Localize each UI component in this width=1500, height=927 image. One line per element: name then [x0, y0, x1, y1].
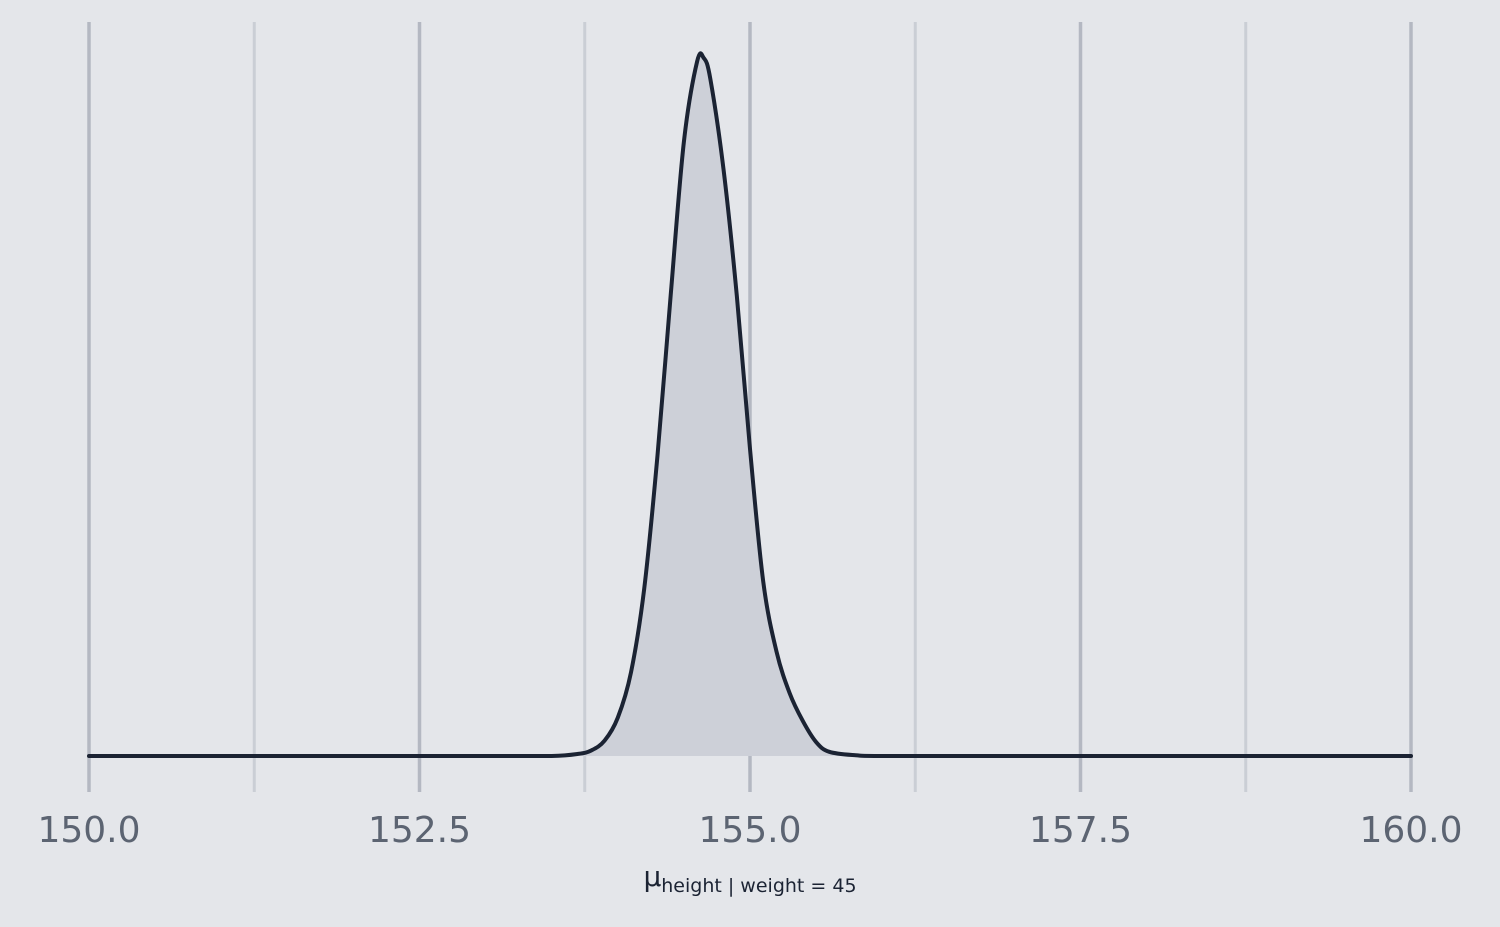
x-tick-label: 160.0	[1359, 810, 1462, 851]
x-axis-label-main: μ	[643, 860, 661, 893]
x-tick-label: 157.5	[1029, 810, 1132, 851]
x-tick-label: 150.0	[37, 810, 140, 851]
x-tick-label: 152.5	[368, 810, 471, 851]
grid-lines	[87, 22, 1413, 792]
x-axis-label-sub: height | weight = 45	[661, 875, 856, 897]
x-axis-label: μheight | weight = 45	[643, 860, 856, 897]
x-tick-label: 155.0	[698, 810, 801, 851]
density-area	[89, 53, 1411, 756]
density-line	[87, 51, 1413, 759]
x-axis-ticks: 150.0 152.5 155.0 157.5 160.0	[37, 810, 1462, 851]
